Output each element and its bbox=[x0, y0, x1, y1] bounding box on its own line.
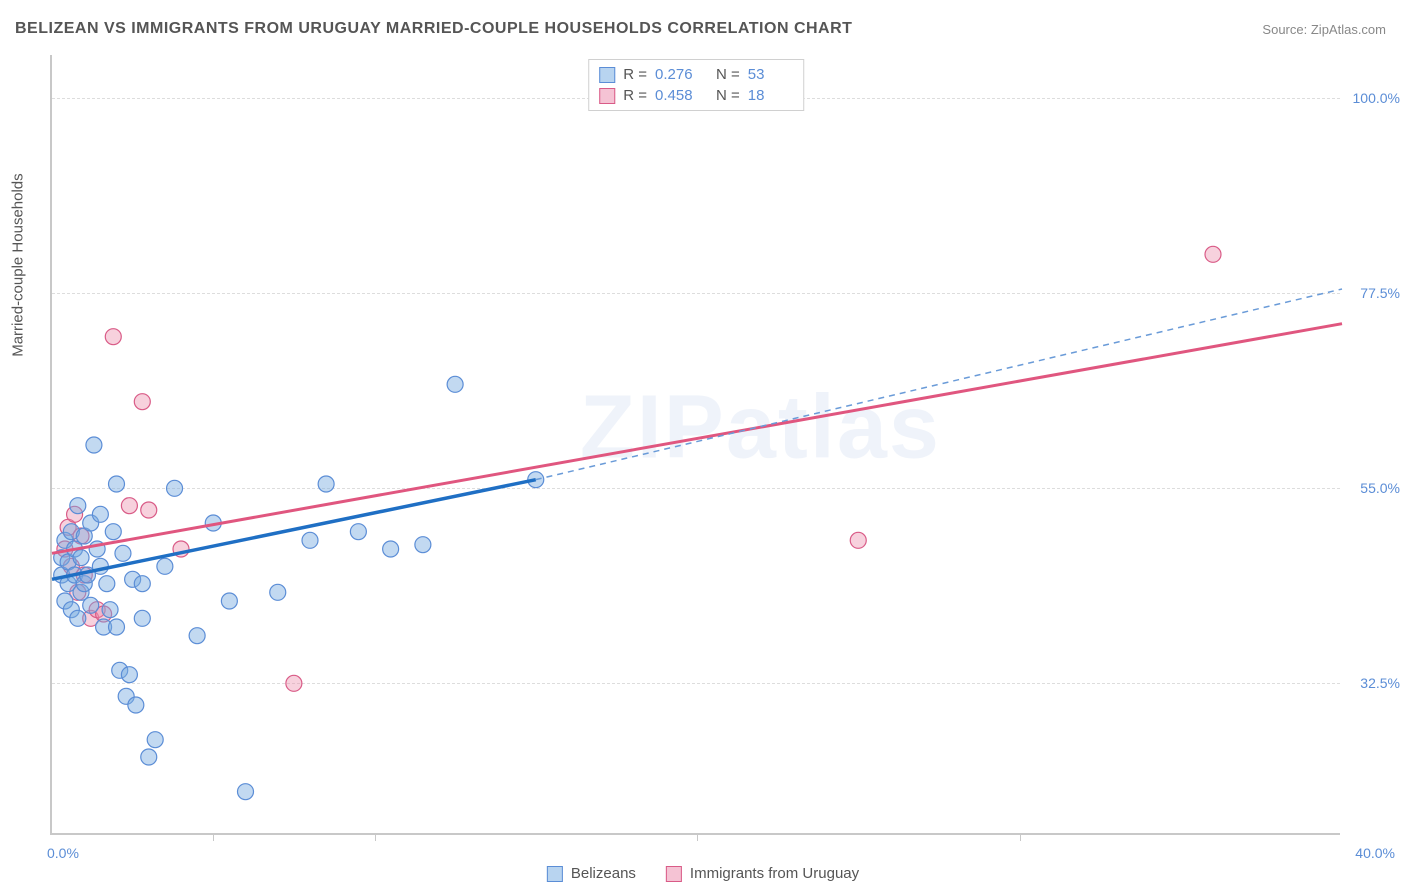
scatter-point bbox=[850, 532, 866, 548]
scatter-point bbox=[221, 593, 237, 609]
scatter-point bbox=[73, 550, 89, 566]
x-min-label: 0.0% bbox=[47, 845, 79, 861]
scatter-point bbox=[134, 610, 150, 626]
trend-line-belizeans-dashed bbox=[536, 289, 1342, 480]
scatter-point bbox=[115, 545, 131, 561]
y-tick-label: 32.5% bbox=[1345, 675, 1400, 691]
plot-area: ZIPatlas R = 0.276 N = 53 R = 0.458 N = … bbox=[50, 55, 1340, 835]
r-value-uruguay: 0.458 bbox=[655, 87, 700, 104]
r-label: R = bbox=[623, 66, 647, 83]
scatter-point bbox=[270, 584, 286, 600]
scatter-point bbox=[70, 498, 86, 514]
x-tick bbox=[697, 833, 698, 841]
scatter-point bbox=[141, 502, 157, 518]
scatter-point bbox=[189, 628, 205, 644]
legend-item-uruguay: Immigrants from Uruguay bbox=[666, 865, 859, 882]
scatter-point bbox=[447, 376, 463, 392]
scatter-point bbox=[286, 675, 302, 691]
trend-line-uruguay bbox=[52, 324, 1342, 554]
n-label: N = bbox=[716, 66, 740, 83]
source-label: Source: bbox=[1262, 22, 1307, 37]
y-tick-label: 100.0% bbox=[1345, 90, 1400, 106]
y-tick-label: 77.5% bbox=[1345, 285, 1400, 301]
scatter-point bbox=[147, 732, 163, 748]
source-attribution: Source: ZipAtlas.com bbox=[1262, 22, 1386, 37]
r-label: R = bbox=[623, 87, 647, 104]
scatter-point bbox=[128, 697, 144, 713]
legend-item-belizeans: Belizeans bbox=[547, 865, 636, 882]
n-value-uruguay: 18 bbox=[748, 87, 793, 104]
x-tick bbox=[375, 833, 376, 841]
legend-label-uruguay: Immigrants from Uruguay bbox=[690, 865, 859, 882]
scatter-point bbox=[92, 506, 108, 522]
r-value-belizeans: 0.276 bbox=[655, 66, 700, 83]
scatter-point bbox=[121, 667, 137, 683]
swatch-uruguay bbox=[599, 88, 615, 104]
n-label: N = bbox=[716, 87, 740, 104]
swatch-belizeans bbox=[547, 866, 563, 882]
x-max-label: 40.0% bbox=[1355, 845, 1395, 861]
scatter-point bbox=[141, 749, 157, 765]
scatter-point bbox=[350, 524, 366, 540]
legend-correlation: R = 0.276 N = 53 R = 0.458 N = 18 bbox=[588, 59, 804, 111]
scatter-point bbox=[105, 524, 121, 540]
legend-label-belizeans: Belizeans bbox=[571, 865, 636, 882]
scatter-point bbox=[83, 597, 99, 613]
scatter-point bbox=[134, 394, 150, 410]
scatter-point bbox=[167, 480, 183, 496]
scatter-point bbox=[134, 576, 150, 592]
scatter-point bbox=[157, 558, 173, 574]
scatter-point bbox=[318, 476, 334, 492]
chart-svg bbox=[52, 55, 1340, 833]
source-link[interactable]: ZipAtlas.com bbox=[1311, 22, 1386, 37]
scatter-point bbox=[99, 576, 115, 592]
legend-row-belizeans: R = 0.276 N = 53 bbox=[599, 64, 793, 85]
chart-title: BELIZEAN VS IMMIGRANTS FROM URUGUAY MARR… bbox=[15, 20, 852, 38]
legend-series: Belizeans Immigrants from Uruguay bbox=[547, 865, 859, 882]
scatter-point bbox=[86, 437, 102, 453]
scatter-point bbox=[121, 498, 137, 514]
x-tick bbox=[1020, 833, 1021, 841]
y-tick-label: 55.0% bbox=[1345, 480, 1400, 496]
scatter-point bbox=[415, 537, 431, 553]
scatter-point bbox=[109, 476, 125, 492]
scatter-point bbox=[302, 532, 318, 548]
scatter-point bbox=[1205, 246, 1221, 262]
y-axis-label: Married-couple Households bbox=[10, 173, 27, 356]
swatch-belizeans bbox=[599, 67, 615, 83]
scatter-point bbox=[105, 329, 121, 345]
swatch-uruguay bbox=[666, 866, 682, 882]
legend-row-uruguay: R = 0.458 N = 18 bbox=[599, 85, 793, 106]
scatter-point bbox=[383, 541, 399, 557]
x-tick bbox=[213, 833, 214, 841]
trend-line-belizeans-solid bbox=[52, 480, 536, 580]
scatter-point bbox=[109, 619, 125, 635]
scatter-point bbox=[70, 610, 86, 626]
scatter-point bbox=[238, 784, 254, 800]
n-value-belizeans: 53 bbox=[748, 66, 793, 83]
scatter-point bbox=[102, 602, 118, 618]
